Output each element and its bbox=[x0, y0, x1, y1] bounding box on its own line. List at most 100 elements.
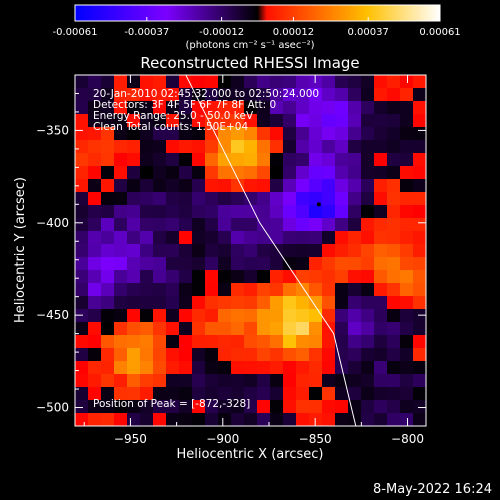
heatmap-cell bbox=[244, 322, 258, 336]
heatmap-cell bbox=[205, 231, 219, 245]
heatmap-cell bbox=[153, 244, 167, 258]
heatmap-cell bbox=[192, 101, 206, 115]
heatmap-cell bbox=[244, 335, 258, 349]
heatmap-cell bbox=[400, 270, 414, 284]
heatmap-cell bbox=[361, 335, 375, 349]
heatmap-cell bbox=[192, 205, 206, 219]
heatmap-cell bbox=[335, 413, 349, 426]
heatmap-cell bbox=[374, 283, 388, 297]
heatmap-cell bbox=[101, 374, 115, 388]
heatmap-cell bbox=[257, 413, 271, 426]
heatmap-cell bbox=[75, 348, 89, 362]
heatmap-cell bbox=[101, 387, 115, 401]
heatmap-cell bbox=[335, 400, 349, 414]
heatmap-image bbox=[75, 75, 426, 426]
heatmap-cell bbox=[179, 374, 193, 388]
heatmap-cell bbox=[296, 387, 310, 401]
heatmap-cell bbox=[309, 244, 323, 258]
heatmap-cell bbox=[322, 374, 336, 388]
heatmap-cell bbox=[218, 244, 232, 258]
heatmap-cell bbox=[257, 374, 271, 388]
heatmap-cell bbox=[296, 166, 310, 180]
heatmap-cell bbox=[218, 231, 232, 245]
heatmap-cell bbox=[179, 218, 193, 232]
heatmap-cell bbox=[374, 413, 388, 426]
heatmap-cell bbox=[296, 192, 310, 206]
heatmap-cell bbox=[348, 153, 362, 167]
heatmap-cell bbox=[322, 309, 336, 323]
colorbar-gradient bbox=[74, 4, 441, 22]
heatmap-cell bbox=[114, 309, 128, 323]
heatmap-cell bbox=[361, 413, 375, 426]
heatmap-cell bbox=[205, 153, 219, 167]
heatmap-cell bbox=[75, 270, 89, 284]
axes: −950 −900 −850 −800 −350 −400 −450 −500 bbox=[36, 74, 426, 446]
heatmap-cell bbox=[322, 179, 336, 193]
heatmap-cell bbox=[153, 140, 167, 154]
heatmap-cell bbox=[283, 283, 297, 297]
heatmap-cell bbox=[179, 205, 193, 219]
heatmap-cell bbox=[400, 88, 414, 102]
heatmap-cell bbox=[140, 257, 154, 271]
heatmap-cell bbox=[205, 140, 219, 154]
heatmap-cell bbox=[153, 374, 167, 388]
heatmap-cell bbox=[413, 101, 426, 115]
heatmap-cell bbox=[322, 413, 336, 426]
heatmap-cell bbox=[270, 270, 284, 284]
heatmap-cell bbox=[413, 114, 426, 128]
heatmap-cell bbox=[101, 231, 115, 245]
heatmap-cell bbox=[192, 257, 206, 271]
heatmap-cell bbox=[348, 335, 362, 349]
heatmap-cell bbox=[309, 309, 323, 323]
heatmap-cell bbox=[257, 387, 271, 401]
x-tick-label: −900 bbox=[206, 432, 239, 446]
heatmap-cell bbox=[244, 114, 258, 128]
heatmap-cell bbox=[153, 296, 167, 310]
heatmap-cell bbox=[153, 361, 167, 375]
heatmap-cell bbox=[166, 166, 180, 180]
heatmap-cell bbox=[192, 361, 206, 375]
heatmap-cell bbox=[244, 192, 258, 206]
heatmap-cell bbox=[153, 205, 167, 219]
heatmap-cell bbox=[257, 244, 271, 258]
heatmap-cell bbox=[348, 400, 362, 414]
heatmap-cell bbox=[400, 387, 414, 401]
heatmap-cell bbox=[153, 257, 167, 271]
heatmap-cell bbox=[361, 75, 375, 89]
heatmap-cell bbox=[166, 296, 180, 310]
heatmap-cell bbox=[218, 192, 232, 206]
heatmap-cell bbox=[244, 153, 258, 167]
heatmap-cell bbox=[309, 413, 323, 426]
heatmap-cell bbox=[335, 101, 349, 115]
heatmap-cell bbox=[374, 192, 388, 206]
heatmap-cell bbox=[75, 374, 89, 388]
colorbar-tick-label: 0.00012 bbox=[273, 27, 314, 38]
heatmap-cell bbox=[309, 153, 323, 167]
heatmap-cell bbox=[218, 101, 232, 115]
heatmap-cell bbox=[400, 205, 414, 219]
heatmap-cell bbox=[205, 387, 219, 401]
heatmap-cell bbox=[400, 257, 414, 271]
heatmap-cell bbox=[75, 283, 89, 297]
heatmap-cell bbox=[192, 218, 206, 232]
heatmap-cell bbox=[166, 270, 180, 284]
heatmap-cell bbox=[322, 153, 336, 167]
heatmap-cell bbox=[335, 257, 349, 271]
heatmap-cell bbox=[322, 114, 336, 128]
heatmap-cell bbox=[257, 400, 271, 414]
heatmap-cell bbox=[88, 335, 102, 349]
heatmap-cell bbox=[153, 400, 167, 414]
heatmap-cell bbox=[283, 127, 297, 141]
heatmap-cell bbox=[166, 257, 180, 271]
heatmap-cell bbox=[296, 335, 310, 349]
heatmap-cell bbox=[335, 179, 349, 193]
heatmap-cell bbox=[309, 140, 323, 154]
heatmap-cell bbox=[413, 374, 426, 388]
heatmap-cell bbox=[413, 270, 426, 284]
heatmap-cell bbox=[205, 322, 219, 336]
heatmap-cell bbox=[244, 361, 258, 375]
heatmap-cell bbox=[335, 192, 349, 206]
heatmap-cell bbox=[322, 127, 336, 141]
heatmap-cell bbox=[166, 309, 180, 323]
heatmap-cell bbox=[270, 257, 284, 271]
